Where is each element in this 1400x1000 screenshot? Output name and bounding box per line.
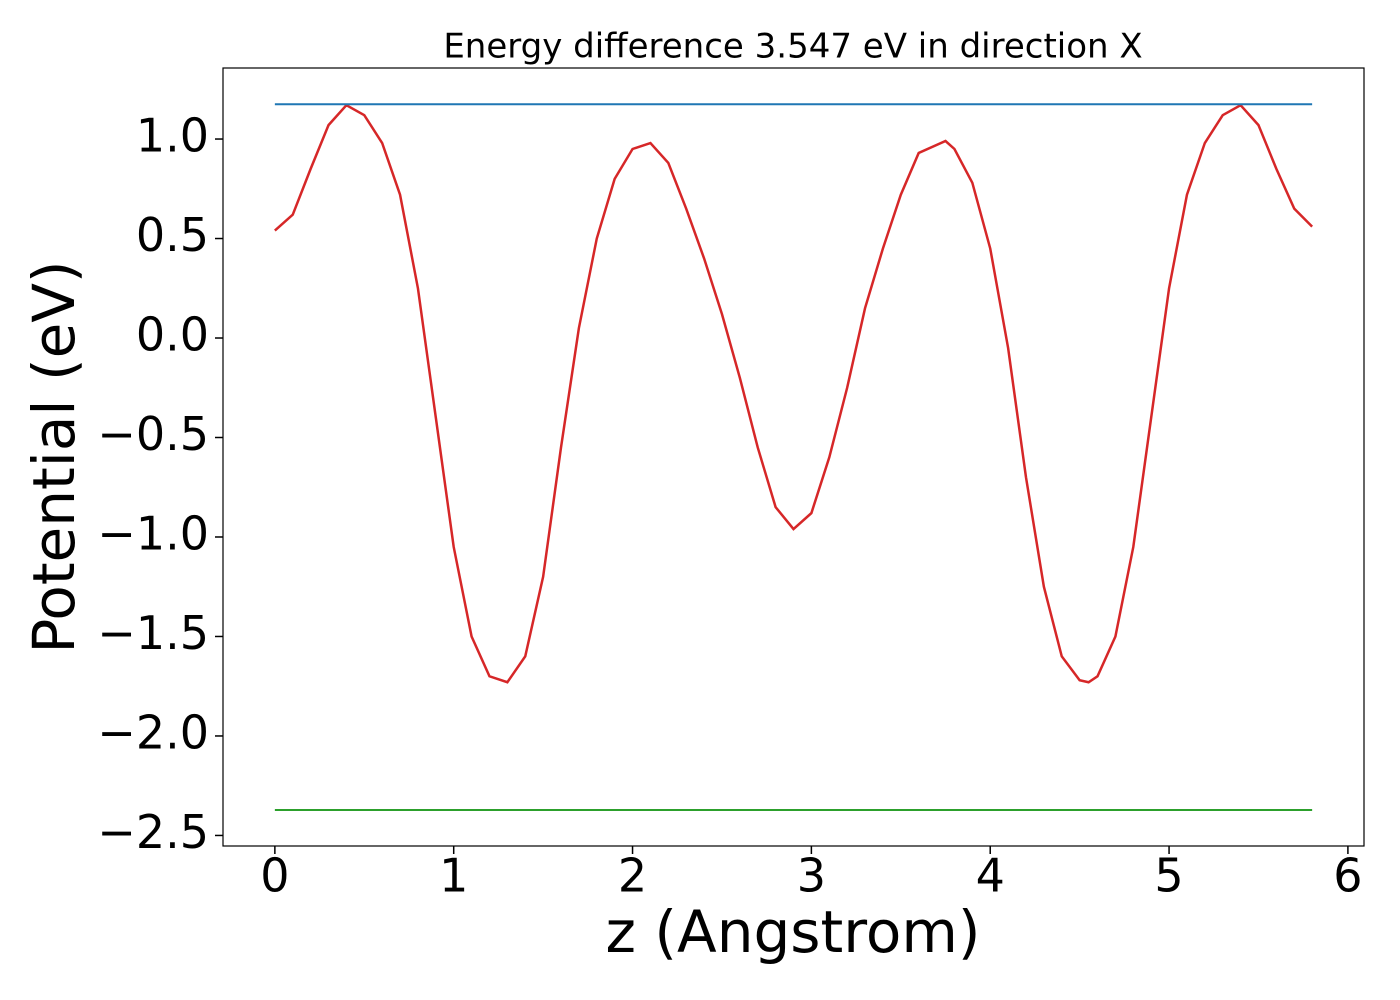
plot-frame (222, 67, 1365, 847)
x-tick-label: 1 (439, 849, 468, 903)
x-tick-label: 0 (260, 849, 289, 903)
x-tick-label: 5 (1154, 849, 1183, 903)
y-tick-label: −2.0 (97, 705, 209, 759)
y-tick-label: −0.5 (97, 407, 209, 461)
y-tick-label: −1.5 (97, 606, 209, 660)
y-tick-label: 1.0 (136, 109, 209, 163)
y-tick-label: 0.5 (136, 208, 209, 262)
y-tick-label: −1.0 (97, 506, 209, 560)
x-tick-label: 3 (797, 849, 826, 903)
y-tick-label: 0.0 (136, 308, 209, 362)
x-tick-label: 6 (1333, 849, 1362, 903)
data-line (274, 103, 1314, 684)
y-tick-label: −2.5 (97, 805, 209, 859)
chart-title: Energy difference 3.547 eV in direction … (443, 27, 1142, 67)
y-axis-label: Potential (eV) (20, 260, 88, 653)
x-axis-label: z (Angstrom) (606, 898, 981, 966)
x-tick-label: 2 (618, 849, 647, 903)
x-tick-label: 4 (976, 849, 1005, 903)
